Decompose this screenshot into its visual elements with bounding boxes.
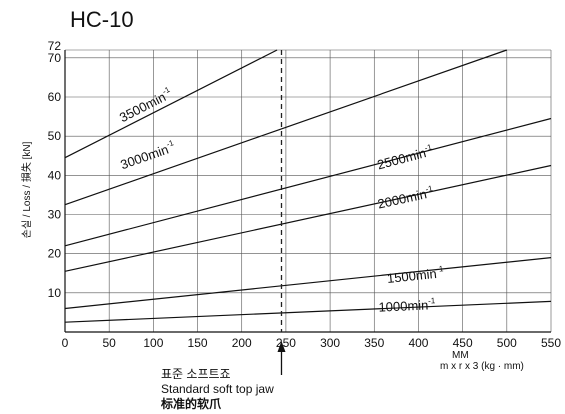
marker-label-ko: 표준 소프트죠 [161, 367, 231, 381]
chart-title: HC-10 [70, 7, 134, 32]
x-tick-label-7: 350 [364, 336, 384, 350]
x-tick-label-3: 150 [188, 336, 208, 350]
series-line-3000min [64, 49, 507, 206]
x-axis-sublabel: m x r x 3 (kg · mm) [440, 361, 524, 372]
series-line-2000min [64, 164, 552, 272]
series-label-3000min: 3000min-1 [118, 138, 178, 172]
x-tick-label-5: 250 [276, 336, 296, 350]
series-line-1000min [64, 300, 552, 323]
x-tick-label-9: 450 [453, 336, 473, 350]
y-tick-label-5: 60 [48, 90, 62, 104]
series-line-3500min [64, 49, 278, 159]
series-label-1500min: 1500min-1 [386, 264, 445, 286]
x-tick-label-8: 400 [408, 336, 428, 350]
series-label-3500min: 3500min-1 [117, 85, 176, 125]
series-group [64, 49, 552, 323]
x-tick-label-10: 500 [497, 336, 517, 350]
y-axis-label: 손실 / Loss / 損失 [kN] [20, 141, 33, 238]
x-axis-ticks: 0 50 100 150 200 250 300 350 400 450 500 550 [62, 336, 562, 350]
series-labels: 1000min-1 1500min-1 2000min-1 2500min-1 3000… [117, 85, 445, 315]
y-tick-label-6: 70 [48, 51, 62, 65]
series-label-1000min: 1000min-1 [378, 296, 436, 314]
series-label-2500min: 2500min-1 [375, 142, 435, 172]
y-tick-label-1: 20 [48, 247, 62, 261]
series-line-2500min [64, 117, 552, 247]
x-axis-label: MM [452, 350, 469, 361]
y-tick-label-4: 50 [48, 129, 62, 143]
y-tick-label-2: 30 [48, 208, 62, 222]
grid [64, 49, 552, 333]
x-tick-label-4: 200 [232, 336, 252, 350]
marker-label-en: Standard soft top jaw [161, 382, 274, 396]
series-line-1500min [64, 257, 552, 310]
series-label-2000min: 2000min-1 [376, 184, 436, 212]
x-tick-label-2: 100 [143, 336, 163, 350]
y-tick-label-3: 40 [48, 168, 62, 182]
y-tick-label-0: 10 [48, 286, 62, 300]
x-tick-label-0: 0 [62, 336, 69, 350]
x-tick-label-11: 550 [541, 336, 561, 350]
marker-arrow-head-icon [277, 341, 286, 352]
y-tick-label-7: 72 [48, 39, 62, 53]
x-tick-label-6: 300 [320, 336, 340, 350]
x-tick-label-1: 50 [103, 336, 117, 350]
marker-label-zh: 标准的软爪 [160, 396, 222, 411]
